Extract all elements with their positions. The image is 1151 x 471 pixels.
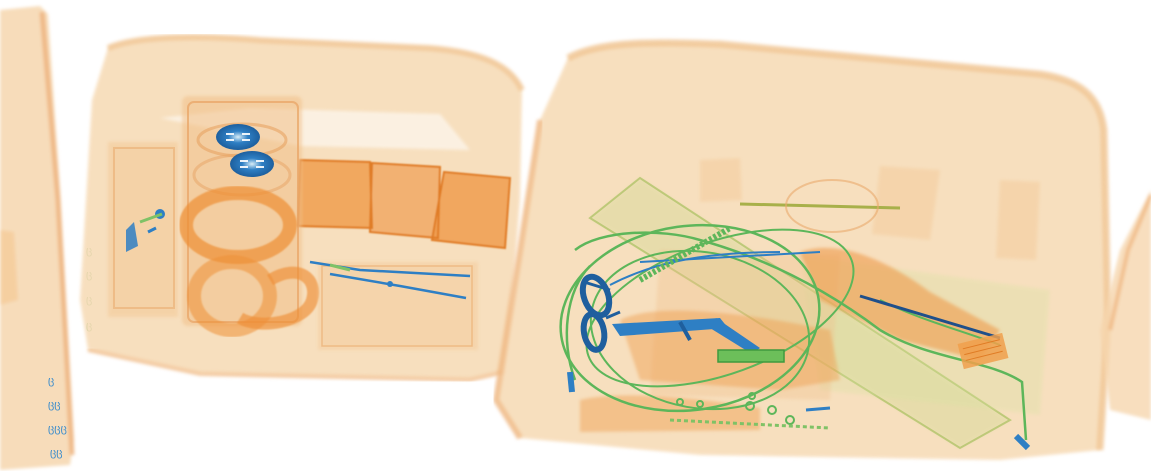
bag-2-board <box>717 332 1009 370</box>
bag-1-tape-roll <box>179 186 320 337</box>
bag-2-small-items <box>669 392 831 430</box>
right-partial-case <box>1100 190 1151 420</box>
bag-1-cable <box>309 260 478 350</box>
svg-text:ცც: ცც <box>48 398 61 411</box>
svg-text:ცც: ცც <box>50 446 63 459</box>
bag-1-small-items <box>126 209 165 252</box>
svg-text:ცცც: ცცც <box>48 422 67 435</box>
svg-text:ც: ც <box>48 374 54 387</box>
left-partial-case <box>0 6 75 470</box>
bag-2-glasses <box>579 273 621 353</box>
bag-2-tool <box>612 318 760 354</box>
